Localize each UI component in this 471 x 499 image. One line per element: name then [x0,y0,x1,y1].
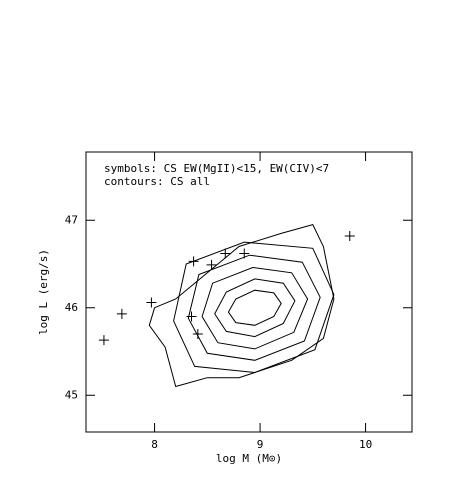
contour [227,289,282,326]
contour [187,254,321,361]
point-marker [344,231,355,241]
point-marker [188,256,199,267]
plot-frame [85,151,413,433]
point-marker [98,335,109,346]
point-marker [116,308,127,319]
annotation: symbols: CS EW(MgII)<15, EW(CIV)<7 [104,162,329,175]
annotation: contours: CS all [104,175,210,188]
point-marker [239,248,250,259]
contour [173,241,335,374]
y-tick-label: 47 [65,213,78,226]
contour [201,266,309,350]
y-tick-label: 46 [65,301,78,314]
point-marker [220,248,231,259]
contour [214,278,296,338]
y-axis-label: log L (erg/s) [37,249,50,335]
point-marker [206,259,217,270]
point-marker [146,297,157,308]
contour [148,224,335,388]
x-tick-label: 8 [151,438,158,451]
x-tick-label: 10 [359,438,372,451]
x-tick-label: 9 [257,438,264,451]
point-marker [192,329,203,339]
x-axis-label: log M (M⊙) [216,452,282,465]
point-marker [186,311,197,322]
y-tick-label: 45 [65,388,78,401]
